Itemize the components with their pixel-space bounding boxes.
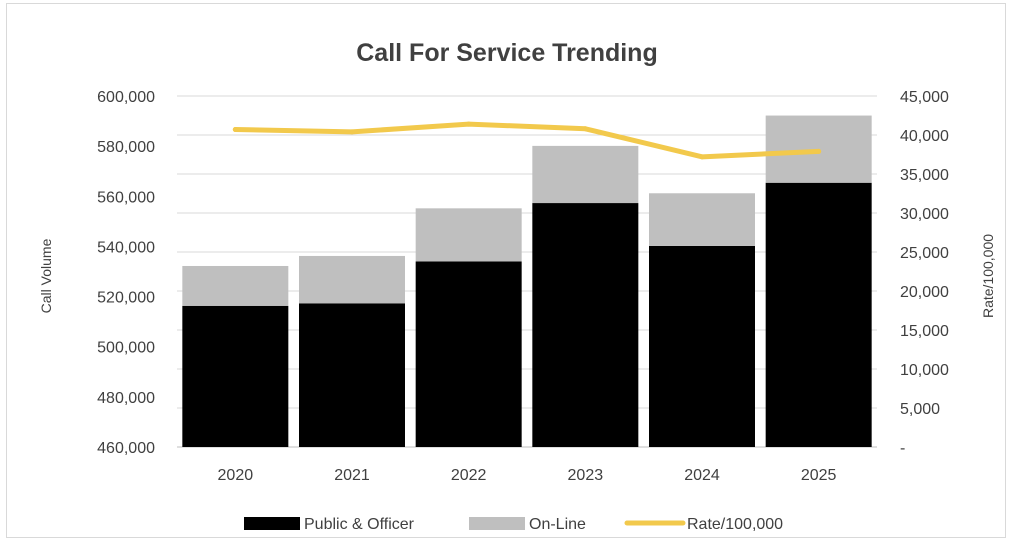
x-tick-label: 2025: [801, 467, 837, 484]
gridlines: [177, 95, 877, 448]
right-tick-label: 20,000: [900, 284, 949, 301]
left-tick-label: 580,000: [97, 139, 155, 156]
right-tick-label: 10,000: [900, 362, 949, 379]
bar-public-officer-2023: [532, 203, 639, 447]
legend: Public & Officer On-Line Rate/100,000: [244, 516, 783, 533]
bar-public-officer-2025: [765, 182, 872, 448]
rate-point-2023: [582, 126, 588, 132]
right-axis-title: Rate/100,000: [980, 234, 996, 318]
x-tick-label: 2022: [451, 467, 487, 484]
rate-point-2020: [232, 127, 238, 133]
rate-line: [232, 121, 822, 160]
bar-public-officer-2020: [182, 305, 289, 447]
chart: Call For Service Trending 600,000 580,000…: [38, 39, 996, 533]
bar-public-officer-2022: [415, 261, 522, 447]
x-axis-ticks: 2020 2021 2022 2023 2024 2025: [218, 467, 837, 484]
right-tick-label: 25,000: [900, 245, 949, 262]
left-tick-label: 600,000: [97, 89, 155, 106]
x-tick-label: 2020: [218, 467, 254, 484]
left-tick-label: 500,000: [97, 340, 155, 357]
right-tick-label: 5,000: [900, 401, 940, 418]
left-tick-label: 520,000: [97, 290, 155, 307]
bar-public-officer-2024: [649, 245, 755, 447]
bar-online-2024: [649, 193, 755, 246]
right-tick-label: 30,000: [900, 206, 949, 223]
chart-title: Call For Service Trending: [356, 39, 657, 67]
rate-point-2024: [699, 154, 705, 160]
legend-label-online: On-Line: [529, 516, 586, 533]
bar-online-2021: [299, 255, 405, 304]
legend-swatch-online: [469, 517, 525, 530]
left-tick-label: 560,000: [97, 189, 155, 206]
left-tick-label: 480,000: [97, 390, 155, 407]
left-tick-label: 540,000: [97, 239, 155, 256]
right-tick-label: 40,000: [900, 128, 949, 145]
x-tick-label: 2023: [568, 467, 604, 484]
left-axis-title: Call Volume: [38, 238, 54, 313]
right-axis-ticks: 45,000 40,000 35,000 30,000 25,000 20,000 15,0…: [900, 89, 949, 457]
bar-online-2020: [182, 265, 289, 306]
x-tick-label: 2021: [334, 467, 370, 484]
bars: [182, 115, 872, 448]
right-tick-label: 45,000: [900, 89, 949, 106]
rate-point-2022: [466, 121, 472, 127]
rate-series-line: [232, 121, 822, 160]
left-axis-ticks: 600,000 580,000 560,000 540,000 520,000 500,0…: [97, 89, 155, 457]
bar-online-2023: [532, 145, 639, 204]
chart-frame: Call For Service Trending 600,000 580,000…: [6, 3, 1006, 538]
bar-public-officer-2021: [299, 303, 405, 447]
legend-label-public-officer: Public & Officer: [304, 516, 415, 533]
legend-label-rate: Rate/100,000: [687, 516, 783, 533]
rate-point-2021: [349, 129, 355, 135]
rate-point-2025: [816, 148, 822, 154]
bar-online-2022: [415, 208, 522, 262]
right-tick-label: 15,000: [900, 323, 949, 340]
right-tick-label: 35,000: [900, 167, 949, 184]
right-tick-label: -: [900, 440, 905, 457]
left-tick-label: 460,000: [97, 440, 155, 457]
legend-swatch-public-officer: [244, 517, 300, 530]
x-tick-label: 2024: [684, 467, 720, 484]
